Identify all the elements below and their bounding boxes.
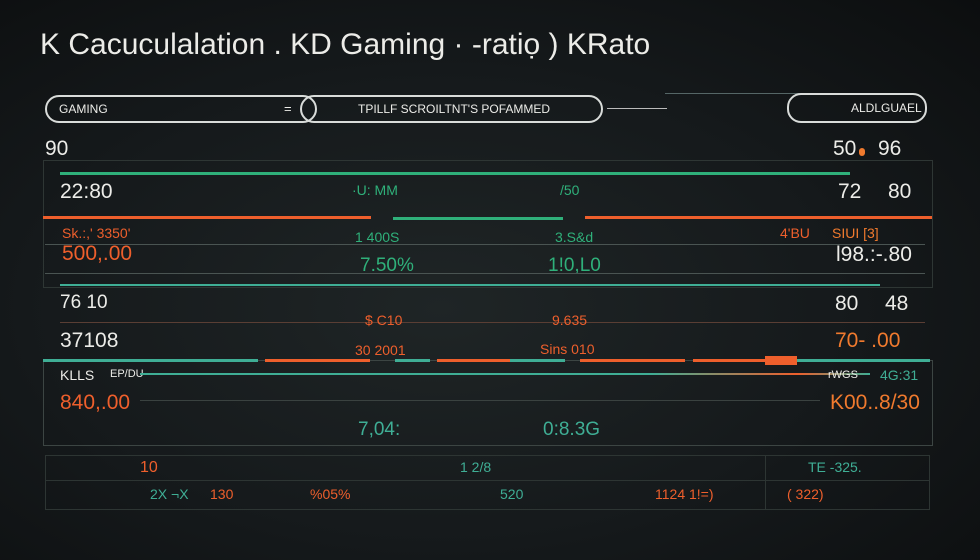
row8-right-b: 4G:31 xyxy=(880,367,919,383)
segment-marker xyxy=(765,356,797,365)
row5-right-a: 80 xyxy=(835,292,859,315)
row3-mid-b: 3.S&d xyxy=(555,229,594,245)
column-divider xyxy=(765,455,766,510)
row6-mid-a: $ C10 xyxy=(365,312,403,328)
deaths-bar-right xyxy=(585,216,932,219)
page-title: K Cacuculalation . KD Gaming · -ratiọ ) … xyxy=(40,28,651,61)
row5-left: 76 10 xyxy=(60,292,108,313)
tab-gaming-label: GAMING xyxy=(59,102,108,116)
footer-r2-b: 130 xyxy=(210,486,234,502)
tab-right[interactable]: ALDLGUAEL xyxy=(787,93,927,123)
menu-icon: = xyxy=(284,101,292,116)
footer-r1-b: 1 2/8 xyxy=(460,459,492,475)
segment-bar xyxy=(265,359,370,362)
row4-mid-a: 7.50% xyxy=(360,255,414,276)
row1-right-a: 50 xyxy=(833,137,857,160)
segment-bar xyxy=(437,359,510,362)
row7-mid-b: Sins 010 xyxy=(540,341,595,357)
summary-panel xyxy=(45,455,930,510)
segment-bar xyxy=(693,359,773,362)
row8-label-a: KLLS xyxy=(60,367,95,383)
row8-label-b: EP/DU xyxy=(110,368,144,380)
row9-right: K00..8/30 xyxy=(830,391,920,414)
segment-bar xyxy=(580,359,685,362)
segment-bar xyxy=(797,359,930,362)
row2-right-b: 80 xyxy=(888,180,912,203)
tab-right-label: ALDLGUAEL xyxy=(851,101,922,115)
footer-r2-d: 520 xyxy=(500,486,524,502)
row2-mid-a: ·U: MM xyxy=(352,182,398,198)
row7-right: 70- .00 xyxy=(835,329,901,352)
row3-label: Sk.:,' 3350' xyxy=(62,225,131,241)
row6-mid-b: 9.635 xyxy=(552,312,588,328)
footer-r1-c: TE -325. xyxy=(808,459,862,475)
footer-r2-a: 2X ¬X xyxy=(150,486,189,502)
header-divider xyxy=(665,93,905,94)
row-divider xyxy=(140,400,820,401)
row4-right: l98.:-.80 xyxy=(836,243,912,266)
stats-panel-top xyxy=(43,160,933,288)
row10-mid-b: 0:8.3G xyxy=(543,419,601,440)
row-divider xyxy=(45,273,925,274)
row3-right-b: SIUI [3] xyxy=(832,225,879,241)
row-divider xyxy=(60,322,925,323)
row2-mid-b: /50 xyxy=(560,182,580,198)
row7-mid-a: 30 2001 xyxy=(355,342,406,358)
row9-left: 840,.00 xyxy=(60,391,131,414)
row10-mid-a: 7,04: xyxy=(358,419,401,440)
row4-left: 500,.00 xyxy=(62,242,133,265)
row3-right-a: 4'BU xyxy=(780,225,810,241)
row3-mid-a: 1 400S xyxy=(355,229,400,245)
footer-r1-a: 10 xyxy=(140,459,158,476)
header-divider xyxy=(607,108,667,109)
segment-bar xyxy=(510,359,565,362)
row2-left: 22:80 xyxy=(60,180,113,203)
tab-scoreboard-label: TPILLF SCROILTNT'S POFAMMED xyxy=(358,102,551,116)
footer-r2-c: %05% xyxy=(310,486,351,502)
row1-left: 90 xyxy=(45,137,69,160)
row1-right-b: 96 xyxy=(878,137,902,160)
orange-dot-icon xyxy=(859,148,865,156)
row7-left: 37108 xyxy=(60,329,119,352)
row5-right-b: 48 xyxy=(885,292,909,315)
row-divider xyxy=(45,480,930,481)
row4-mid-b: 1!0,L0 xyxy=(548,255,601,276)
footer-r2-e: 1124 1!=) xyxy=(655,486,714,502)
progress-line xyxy=(140,373,870,375)
teal-bar xyxy=(60,284,880,286)
segment-bar xyxy=(395,359,430,362)
kills-bar xyxy=(60,172,850,175)
row2-right-a: 72 xyxy=(838,180,862,203)
tab-scoreboard[interactable]: TPILLF SCROILTNT'S POFAMMED xyxy=(300,95,603,123)
row8-right-a: rWGS xyxy=(828,369,858,381)
segment-bar xyxy=(43,359,258,362)
row-divider xyxy=(45,244,925,245)
deaths-bar xyxy=(43,216,371,219)
tab-gaming[interactable]: GAMING = xyxy=(45,95,317,123)
footer-r2-f: ( 322) xyxy=(787,486,824,502)
ratio-bar xyxy=(393,217,563,220)
